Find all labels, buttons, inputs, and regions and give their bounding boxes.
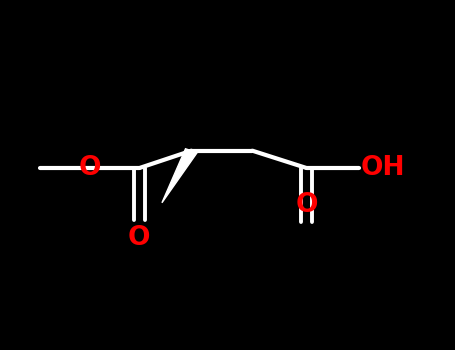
Text: OH: OH [361,155,405,181]
Text: O: O [128,225,151,251]
Text: O: O [78,155,101,181]
Text: O: O [295,193,318,218]
Polygon shape [162,149,197,203]
